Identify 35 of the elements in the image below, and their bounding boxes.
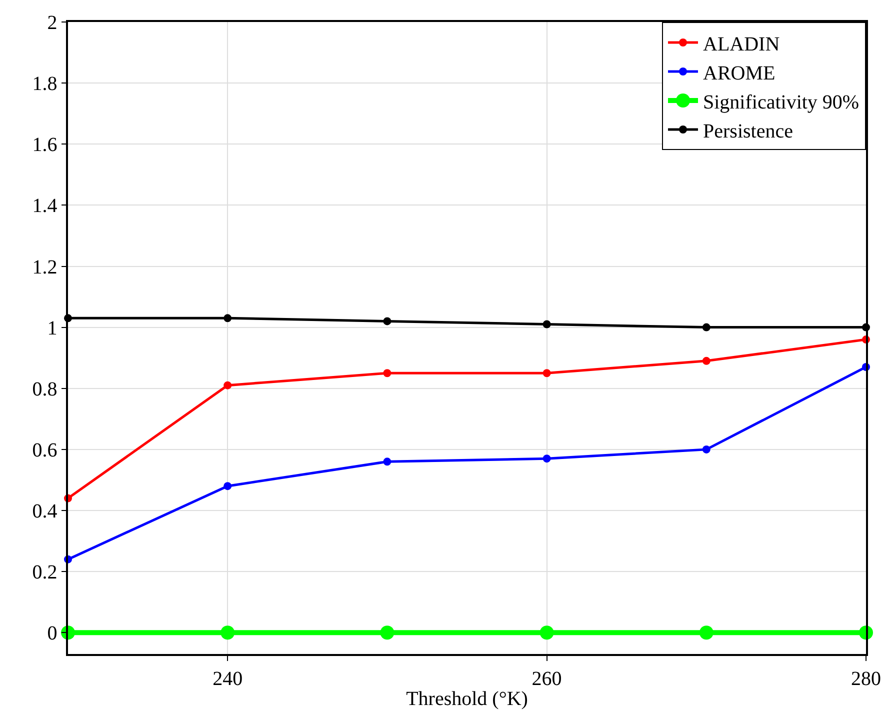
point: [224, 381, 232, 390]
point: [702, 445, 710, 454]
y-tick-label: 1.2: [32, 256, 58, 278]
point: [224, 314, 232, 322]
y-tick-label: 0.2: [32, 562, 58, 584]
point: [702, 356, 710, 365]
legend-label: Persistence: [703, 120, 794, 142]
y-tick-label: 2: [47, 12, 58, 34]
y-tick-label: 1.8: [32, 73, 58, 96]
y-tick-label: 1: [47, 317, 58, 340]
y-tick-label: 0.6: [32, 439, 58, 462]
point: [542, 454, 551, 463]
legend-label: AROME: [703, 62, 776, 84]
point: [383, 317, 392, 326]
y-tick-label: 1.4: [32, 195, 58, 218]
point: [224, 482, 232, 490]
y-tick-label: 0.4: [32, 500, 58, 522]
point: [702, 323, 710, 332]
point: [383, 458, 392, 466]
x-tick-label: 260: [532, 668, 562, 690]
point: [542, 320, 551, 328]
y-tick-label: 1.6: [32, 134, 58, 156]
y-tick-label: 0: [47, 622, 58, 645]
point: [383, 369, 392, 378]
legend-label: Significativity 90%: [703, 91, 860, 114]
x-tick-label: 280: [851, 668, 881, 690]
point: [220, 626, 235, 640]
x-axis-title: Threshold (°K): [406, 688, 528, 710]
y-tick-label: 0.8: [32, 378, 58, 400]
point: [380, 626, 394, 640]
point: [540, 626, 554, 640]
point: [542, 369, 551, 378]
legend-label: ALADIN: [703, 33, 780, 56]
x-tick-label: 240: [212, 668, 243, 690]
point: [699, 626, 714, 640]
